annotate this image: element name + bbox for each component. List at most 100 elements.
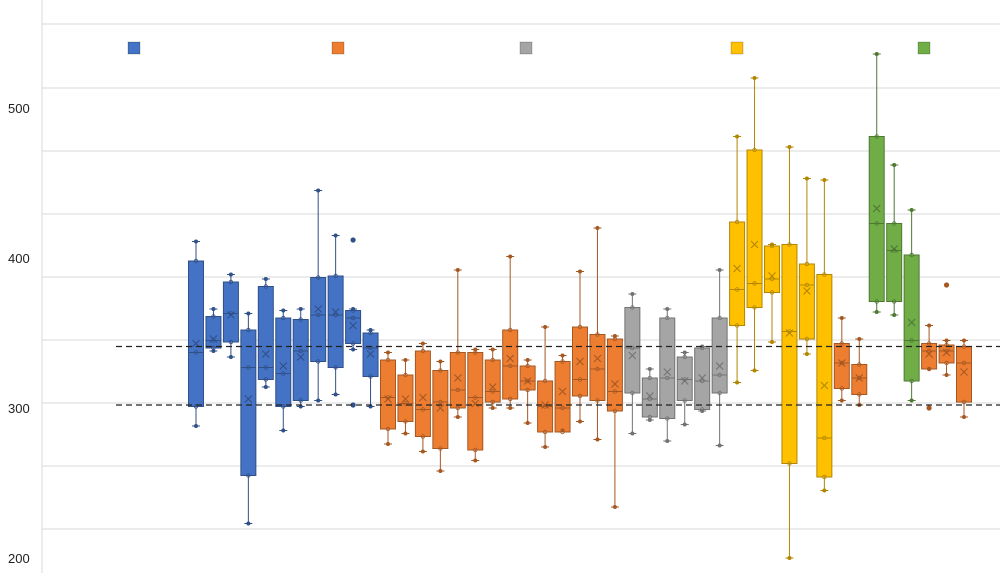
- data-point: [228, 339, 234, 345]
- box-blue: [188, 239, 204, 428]
- extreme-point: [525, 358, 530, 362]
- box-orange: [519, 358, 536, 425]
- mean-marker: [453, 374, 462, 382]
- y-tick-label: 300: [8, 401, 30, 416]
- extreme-point: [927, 367, 932, 371]
- box-iqr: [275, 317, 292, 407]
- data-point: [630, 345, 635, 351]
- box-orange: [432, 359, 449, 473]
- data-point: [420, 434, 426, 439]
- extreme-point: [804, 352, 809, 356]
- extreme-point: [525, 421, 530, 425]
- extreme-point: [543, 325, 548, 329]
- y-tick-labels: 200 300 400 500: [8, 101, 30, 566]
- outlier-point: [350, 237, 356, 243]
- data-point: [944, 360, 949, 366]
- legend-swatch-gray: [519, 41, 533, 55]
- legend-swatch-yellow: [730, 41, 744, 55]
- box-iqr: [188, 260, 204, 407]
- box-iqr: [205, 316, 222, 349]
- data-point: [891, 248, 897, 253]
- extreme-point: [351, 347, 356, 352]
- box-iqr: [380, 359, 396, 430]
- box-orange: [589, 226, 606, 442]
- outlier-point: [350, 402, 356, 408]
- data-point: [769, 290, 775, 295]
- box-iqr: [257, 286, 274, 380]
- reference-lines: [116, 345, 1000, 406]
- data-point: [961, 344, 967, 349]
- data-point: [734, 219, 740, 225]
- extreme-point: [892, 313, 897, 317]
- data-point: [281, 371, 286, 376]
- data-point: [350, 341, 356, 346]
- extreme-point: [316, 188, 321, 193]
- data-point: [630, 390, 635, 396]
- mean-marker: [279, 362, 288, 370]
- extreme-point: [857, 337, 862, 341]
- mean-marker: [471, 399, 480, 408]
- mean-marker: [296, 353, 305, 361]
- box-green: [886, 163, 903, 317]
- box-iqr: [729, 221, 746, 326]
- extreme-point: [665, 439, 670, 443]
- data-point: [490, 357, 495, 363]
- mean-marker: [593, 354, 602, 363]
- box-blue: [292, 307, 309, 409]
- extreme-point: [263, 277, 268, 281]
- extreme-point: [787, 145, 792, 149]
- extreme-point: [403, 358, 408, 362]
- extreme-point: [647, 367, 652, 371]
- data-point: [577, 393, 583, 399]
- data-point: [281, 315, 286, 321]
- mean-marker: [366, 350, 375, 358]
- extreme-point: [944, 373, 949, 377]
- data-point: [752, 147, 757, 153]
- data-point: [734, 287, 740, 292]
- data-point: [263, 284, 269, 289]
- extreme-point: [962, 415, 966, 419]
- mean-marker: [837, 359, 846, 367]
- extreme-point: [246, 311, 251, 316]
- boxes: [188, 52, 972, 560]
- data-point: [281, 404, 286, 409]
- box-iqr: [240, 329, 257, 476]
- data-point: [333, 365, 338, 370]
- box-blue: [275, 308, 292, 433]
- data-point: [473, 447, 478, 453]
- extreme-point: [263, 385, 268, 389]
- extreme-point: [752, 76, 757, 80]
- box-blue: [205, 307, 222, 353]
- extreme-point: [281, 308, 286, 313]
- box-iqr: [833, 343, 850, 389]
- data-point: [682, 398, 687, 403]
- mean-marker: [331, 308, 340, 316]
- box-blue: [222, 272, 239, 359]
- box-iqr: [432, 370, 449, 449]
- extreme-point: [490, 406, 495, 410]
- extreme-point: [490, 347, 495, 352]
- extreme-point: [874, 310, 879, 314]
- data-point: [438, 368, 443, 373]
- box-orange: [467, 347, 484, 463]
- mean-marker: [698, 374, 707, 382]
- data-point: [787, 242, 792, 247]
- mean-marker: [244, 395, 253, 403]
- data-point: [577, 377, 583, 382]
- box-gray: [694, 344, 711, 413]
- extreme-point: [717, 268, 722, 272]
- data-point: [368, 374, 373, 379]
- data-point: [839, 360, 845, 366]
- extreme-point: [228, 272, 233, 277]
- extreme-point: [508, 406, 513, 410]
- box-iqr: [816, 274, 833, 478]
- extreme-point: [194, 239, 198, 244]
- box-iqr: [868, 136, 885, 302]
- extreme-point: [944, 338, 949, 343]
- box-orange: [397, 358, 414, 436]
- extreme-point: [578, 419, 582, 424]
- data-point: [909, 378, 914, 384]
- data-point: [403, 401, 408, 406]
- data-point: [717, 372, 722, 378]
